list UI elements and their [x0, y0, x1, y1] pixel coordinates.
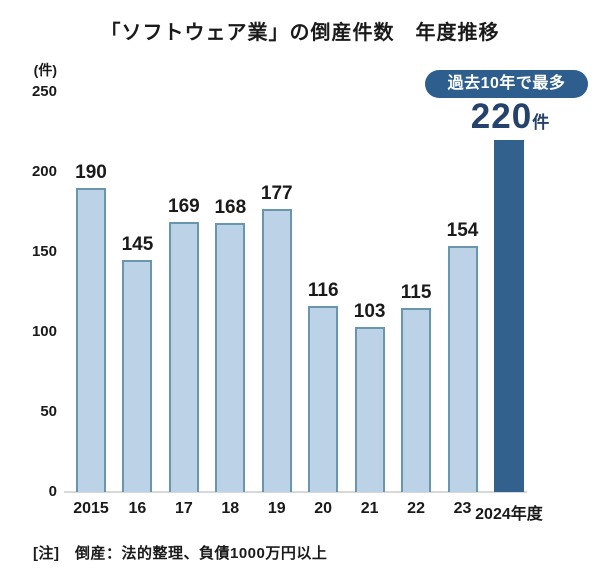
bar-20 — [308, 306, 339, 492]
bar-17 — [168, 221, 199, 492]
bar-value-22: 115 — [400, 282, 432, 303]
highlight-badge: 過去10年で最多 — [425, 70, 588, 98]
x-axis-label-2024年度: 2024年度 — [475, 506, 543, 523]
bar-value-17: 169 — [168, 195, 200, 217]
chart-title: 「ソフトウェア業」の倒産件数 年度推移 — [100, 22, 500, 44]
x-axis-label-18: 18 — [221, 500, 240, 517]
bar-16 — [122, 260, 153, 492]
highlight-value-annotation: 220件 — [430, 97, 590, 137]
x-axis-label-17: 17 — [174, 500, 193, 517]
bar-2024年度 — [493, 140, 524, 492]
bar-value-18: 168 — [214, 197, 247, 219]
bar-value-16: 145 — [121, 234, 154, 255]
bar-2015 — [76, 188, 106, 492]
highlight-value: 220 — [470, 97, 533, 136]
bar-23 — [447, 245, 478, 492]
y-tick-250: 250 — [31, 83, 57, 100]
y-tick-150: 150 — [31, 243, 57, 260]
y-axis-ticks: 0 50 100 150 200 250 — [10, 0, 57, 580]
bar-value-20: 116 — [307, 280, 339, 302]
x-axis-label-19: 19 — [267, 500, 286, 517]
y-tick-0: 0 — [48, 483, 57, 500]
x-axis-label-20: 20 — [314, 500, 333, 517]
chart-footnote: [注] 倒産：法的整理、負債1000万円以上 — [33, 545, 328, 562]
bar-value-21: 103 — [353, 301, 386, 323]
bar-21 — [354, 327, 385, 492]
x-axis-label-21: 21 — [360, 500, 379, 517]
x-axis-label-16: 16 — [128, 500, 147, 517]
y-tick-50: 50 — [40, 403, 57, 420]
x-axis-line — [64, 491, 527, 493]
x-axis-label-23: 23 — [453, 500, 472, 517]
y-axis-unit-label: (件) — [33, 62, 57, 78]
x-axis-label-22: 22 — [407, 500, 425, 517]
x-axis-label-2015: 2015 — [73, 500, 109, 517]
bar-value-2015: 190 — [75, 162, 107, 183]
bar-19 — [261, 208, 292, 492]
bar-18 — [215, 223, 246, 492]
y-tick-100: 100 — [31, 323, 57, 340]
bar-value-23: 154 — [446, 219, 479, 241]
bar-22 — [401, 308, 432, 492]
bar-value-19: 177 — [260, 182, 293, 204]
highlight-unit: 件 — [532, 113, 550, 132]
y-tick-200: 200 — [31, 163, 57, 180]
